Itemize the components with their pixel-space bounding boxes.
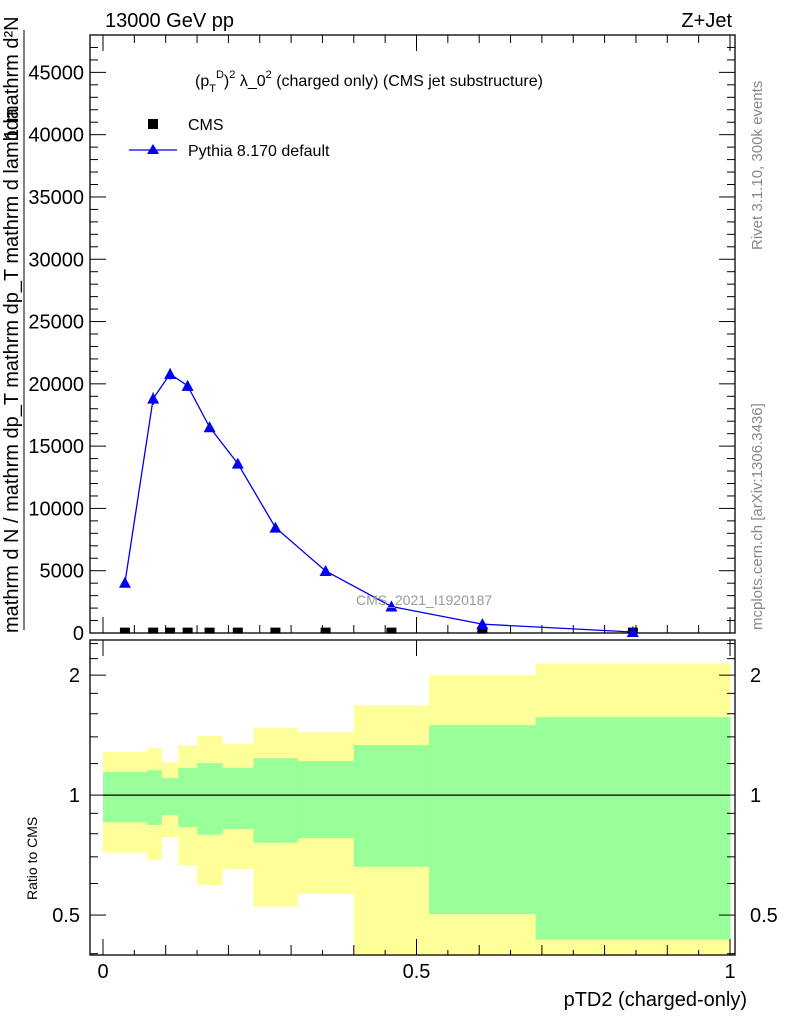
x-tick-label: 1 (724, 961, 735, 983)
ratio-y-tick-label-right: 0.5 (750, 905, 778, 927)
ratio-y-tick-label: 1 (69, 785, 80, 807)
pythia-data-point (231, 457, 244, 469)
mcplots-label: mcplots.cern.ch [arXiv:1306.3436] (749, 403, 766, 630)
ratio-panel: 0.5 0.5 1 1 2 2 0 0.5 1 (52, 639, 778, 983)
y-tick-label: 35000 (28, 187, 84, 209)
cms-data-point (165, 627, 176, 634)
y-tick-label: 15000 (28, 436, 84, 458)
x-tick-label: 0.5 (403, 961, 431, 983)
rivet-label: Rivet 3.1.10, 300k events (749, 81, 766, 250)
legend-cms-label: CMS (188, 117, 224, 134)
y-tick-label: 0 (73, 623, 84, 645)
green-band-bin (103, 772, 148, 823)
green-band-bin (197, 763, 223, 835)
pythia-data-point (476, 618, 489, 630)
y-tick-label: 10000 (28, 498, 84, 520)
header-left: 13000 GeV pp (105, 10, 234, 32)
pythia-data-point (319, 564, 332, 576)
ratio-y-tick-label-right: 2 (750, 665, 761, 687)
cms-data-point (119, 627, 130, 634)
pythia-data-point (385, 600, 398, 612)
cms-data-point (182, 627, 193, 634)
main-panel: 0 5000 10000 15000 20000 25000 30000 35000 40000… (28, 34, 736, 645)
cms-data-point (232, 627, 243, 634)
ratio-frame (89, 639, 736, 956)
green-band-bin (297, 761, 355, 839)
pythia-data-point (269, 521, 282, 533)
cms-data-point (386, 627, 397, 634)
ylabel-one: 1 (1, 129, 23, 140)
legend-pythia-marker (147, 144, 159, 154)
green-band-bin (161, 778, 179, 816)
cms-data-point (204, 627, 215, 634)
y-tick-label: 30000 (28, 249, 84, 271)
analysis-watermark: CMS_2021_I1920187 (356, 592, 492, 608)
pythia-data-point (626, 626, 639, 638)
ylabel-denominator: mathrm d N / mathrm dp_T mathrm dp_T mat… (1, 107, 23, 633)
y-tick-label: 25000 (28, 312, 84, 334)
xlabel: pTD2 (charged-only) (564, 989, 747, 1011)
ratio-y-tick-label: 0.5 (52, 905, 80, 927)
cms-data-point (148, 627, 159, 634)
ratio-y-tick-label-right: 1 (750, 785, 761, 807)
ylabel-numerator: mathrm d²N (1, 16, 23, 122)
green-band-bin (222, 767, 254, 830)
ratio-y-tick-label: 2 (69, 665, 80, 687)
green-band-bin (429, 725, 537, 915)
y-tick-label: 45000 (28, 62, 84, 84)
green-band-bin (353, 745, 430, 867)
cms-data-point (270, 627, 281, 634)
pythia-data-point (147, 392, 160, 404)
header-right: Z+Jet (681, 10, 732, 32)
y-tick-label: 20000 (28, 374, 84, 396)
green-band-bin (253, 758, 298, 843)
plot-title: (pTD)2 λ_02 (charged only) (CMS jet subs… (195, 69, 543, 95)
pythia-data-point (164, 367, 177, 379)
y-tick-label: 40000 (28, 125, 84, 147)
pythia-data-point (181, 379, 194, 391)
green-band-bin (146, 770, 162, 825)
legend-cms-marker (148, 119, 158, 129)
green-band-bin (178, 768, 198, 828)
green-band-bin (535, 717, 731, 940)
x-tick-label: 0 (97, 961, 108, 983)
cms-data-point (320, 627, 331, 634)
cms-data-point (477, 627, 488, 634)
main-frame (89, 34, 736, 634)
y-tick-label: 5000 (40, 561, 85, 583)
legend-pythia-label: Pythia 8.170 default (188, 143, 330, 160)
pythia-data-point (203, 421, 216, 433)
pythia-data-point (118, 576, 131, 588)
ratio-ylabel: Ratio to CMS (24, 817, 40, 900)
